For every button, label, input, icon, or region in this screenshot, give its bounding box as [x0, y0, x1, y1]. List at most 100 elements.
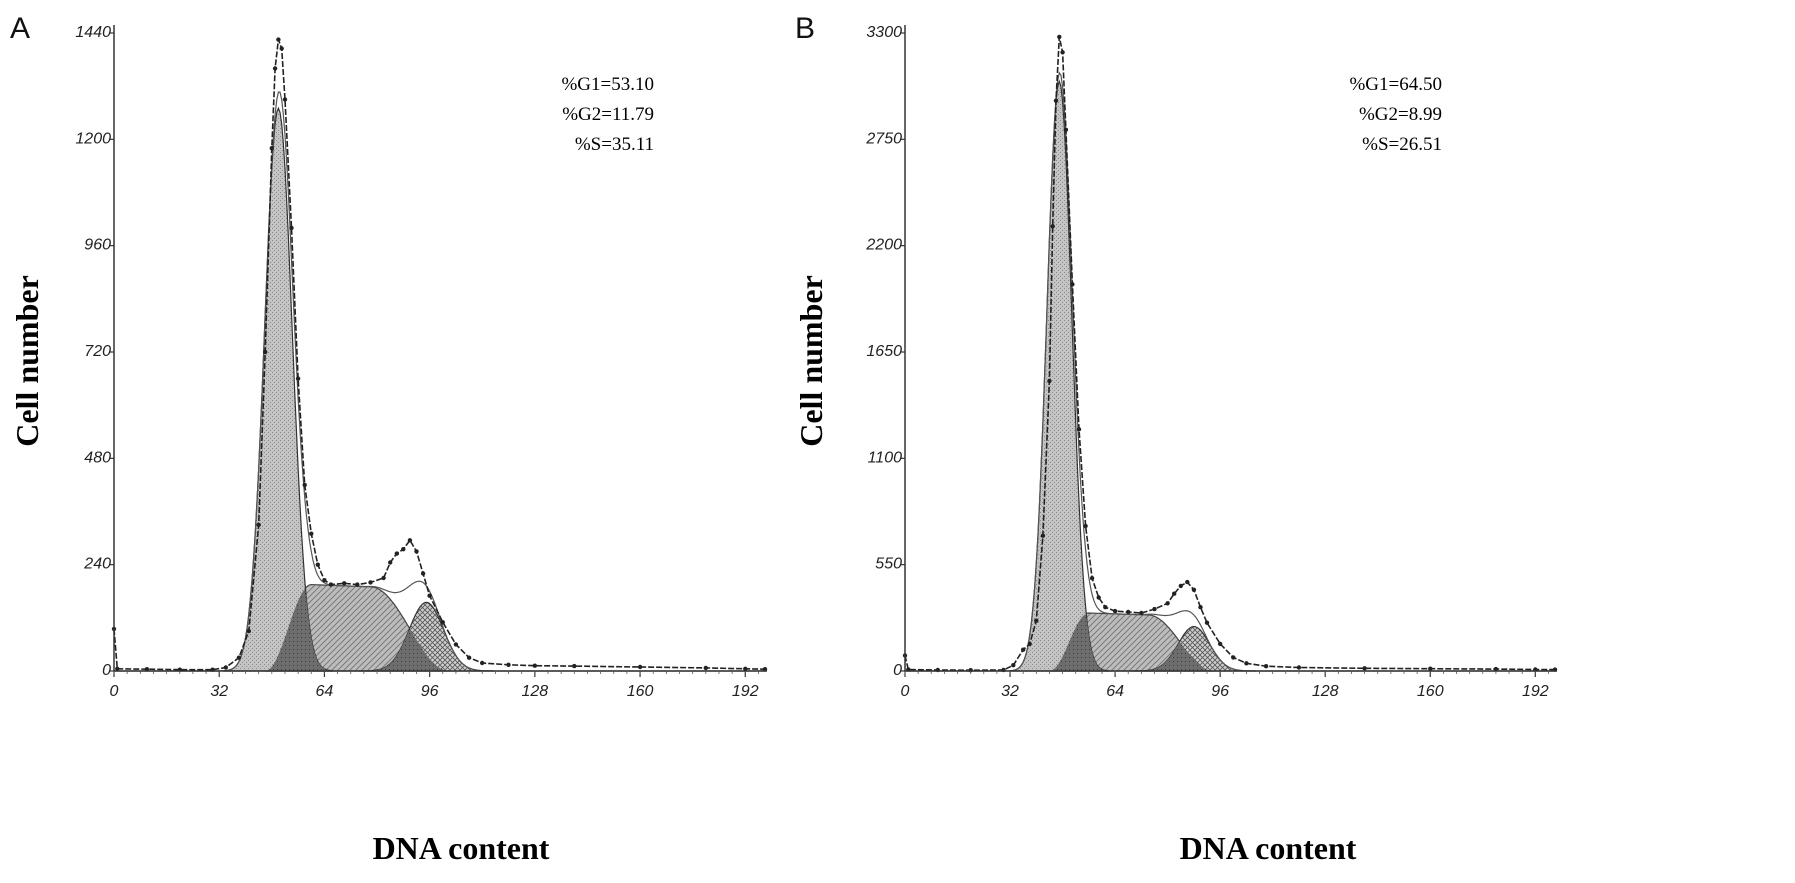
panel-a-x-tick-label: 128: [521, 683, 548, 700]
panel-a-data-point: [309, 531, 314, 536]
panel-a-data-point: [342, 581, 347, 586]
panel-b-x-tick-label: 192: [1522, 683, 1549, 700]
panel-a-x-tick-label: 160: [627, 683, 654, 700]
panel-b: B 0 32 64 96 128 160 192 0 550 1100 1650 2200 2750 33…: [793, 12, 1558, 866]
panel-b-data-point: [1204, 620, 1210, 625]
panel-a-data-point: [302, 482, 307, 488]
panel-a-data-point: [355, 582, 360, 587]
panel-a-data-point: [272, 66, 278, 71]
panel-a-stat-g1: %G1=53.10: [561, 74, 654, 95]
panel-b-stat-s: %S=26.51: [1362, 134, 1442, 155]
panel-a: A 0 32 64 96 128 160 192024048072096012001440 …: [9, 12, 768, 866]
panel-a-stats: %G1=53.10 %G2=11.79 %S=35.11: [561, 74, 654, 155]
panel-b-data-point: [1198, 605, 1203, 610]
panel-b-data-point: [1172, 591, 1177, 596]
panel-b-stats: %G1=64.50 %G2=8.99 %S=26.51: [1349, 74, 1442, 155]
panel-b-data-point: [1178, 583, 1184, 589]
panel-b-x-tick-label: 160: [1417, 683, 1444, 700]
panel-b-measured-histogram-line: [904, 36, 1556, 672]
panel-b-data-point: [1070, 282, 1075, 287]
panel-b-stat-g2: %G2=8.99: [1359, 104, 1442, 125]
panel-b-g1-peak-area: [1009, 79, 1110, 672]
panel-a-y-tick-label: 480: [84, 449, 111, 466]
panel-b-y-axis-title: Cell number: [793, 275, 829, 447]
panel-a-data-point: [322, 578, 327, 583]
panel-b-data-point: [1096, 595, 1101, 600]
panel-a-data-point: [407, 538, 413, 543]
panel-a-data-point: [401, 547, 406, 552]
panel-b-data-point: [1231, 655, 1236, 660]
panel-a-data-point: [256, 522, 261, 527]
panel-b-data-point: [1034, 618, 1039, 623]
panel-b-x-axis-title: DNA content: [1180, 830, 1357, 866]
panel-b-x-tick-label: 64: [1106, 683, 1124, 700]
panel-a-data-point: [427, 593, 432, 598]
panel-a-x-tick-label: 96: [421, 683, 439, 700]
panel-a-x-tick-label: 32: [210, 683, 228, 700]
panel-b-data-point: [1362, 666, 1367, 671]
panel-a-y-tick-label: 960: [84, 237, 111, 254]
panel-b-data-point: [1244, 661, 1249, 666]
panel-b-x-tick-label: 128: [1312, 683, 1339, 700]
panel-b-y-tick-label: 0: [893, 662, 902, 679]
panel-a-stat-s: %S=35.11: [575, 134, 654, 155]
panel-a-data-point: [414, 549, 419, 554]
panel-a-data-point: [276, 37, 281, 42]
panel-b-data-point: [1103, 605, 1108, 610]
panel-a-data-point: [394, 551, 399, 556]
panel-b-data-point: [1057, 34, 1062, 40]
panel-a-data-point: [263, 349, 268, 355]
panel-b-data-point: [1126, 609, 1131, 615]
panel-a-data-point: [743, 666, 748, 671]
panel-b-data-point: [1040, 533, 1046, 538]
panel-b-data-point: [1047, 378, 1052, 384]
panel-a-x-tick-label: 0: [110, 683, 119, 700]
panel-a-data-point: [466, 655, 472, 660]
panel-a-x-axis-title: DNA content: [373, 830, 550, 866]
panel-a-measured-histogram-line: [113, 39, 766, 671]
panel-b-y-tick-label: 2200: [865, 237, 902, 254]
panel-b-data-point: [1063, 127, 1069, 132]
panel-b-plot: 0 32 64 96 128 160 192 0 550 1100 1650 2200 2750 3300: [865, 24, 1558, 700]
panel-b-x-tick-label: 96: [1211, 683, 1229, 700]
panel-a-data-point: [440, 620, 445, 625]
panel-b-y-tick-label: 3300: [866, 24, 902, 41]
panel-b-data-point: [1263, 664, 1269, 669]
panel-b-data-point: [1060, 50, 1065, 55]
panel-b-data-point: [1218, 641, 1223, 647]
panel-b-data-point: [1191, 587, 1197, 592]
panel-b-data-point: [1050, 224, 1055, 229]
panel-a-data-point: [637, 664, 643, 670]
panel-a-g2-s-overlap-area: [358, 628, 450, 671]
panel-b-y-tick-label: 1100: [868, 449, 903, 466]
panel-a-x-tick-label: 64: [316, 683, 334, 700]
panel-a-x-tick-label: 192: [732, 683, 759, 700]
panel-b-data-point: [1428, 666, 1433, 671]
panel-a-model-fit-line: [114, 91, 765, 672]
panel-b-data-point: [1152, 606, 1157, 612]
panel-a-data-point: [480, 660, 485, 666]
panel-a-data-point: [328, 582, 334, 587]
panel-b-letter: B: [795, 12, 815, 45]
panel-a-y-tick-label: 0: [102, 662, 111, 679]
panel-a-data-point: [236, 655, 242, 660]
panel-b-data-point: [1011, 663, 1016, 668]
panel-b-data-point: [1027, 641, 1032, 647]
panel-a-y-tick-label: 240: [83, 556, 111, 573]
panel-a-y-tick-label: 1440: [75, 24, 111, 41]
panel-b-data-point: [1021, 647, 1026, 652]
panel-b-y-tick-label: 2750: [865, 130, 902, 147]
panel-a-data-point: [532, 663, 537, 668]
panel-a-data-point: [282, 97, 288, 102]
panel-b-data-point: [1296, 665, 1302, 670]
panel-b-data-point: [1089, 576, 1095, 581]
panel-a-y-axis-title: Cell number: [9, 275, 45, 447]
panel-a-stat-g2: %G2=11.79: [562, 104, 654, 125]
panel-a-data-point: [506, 662, 511, 667]
panel-b-y-tick-label: 550: [875, 556, 902, 573]
panel-a-data-point: [223, 665, 228, 670]
panel-a-data-point: [420, 571, 426, 576]
panel-b-model-fit-line: [905, 71, 1555, 672]
panel-a-data-point: [246, 628, 251, 634]
panel-a-g1-s-overlap-area: [265, 588, 333, 671]
